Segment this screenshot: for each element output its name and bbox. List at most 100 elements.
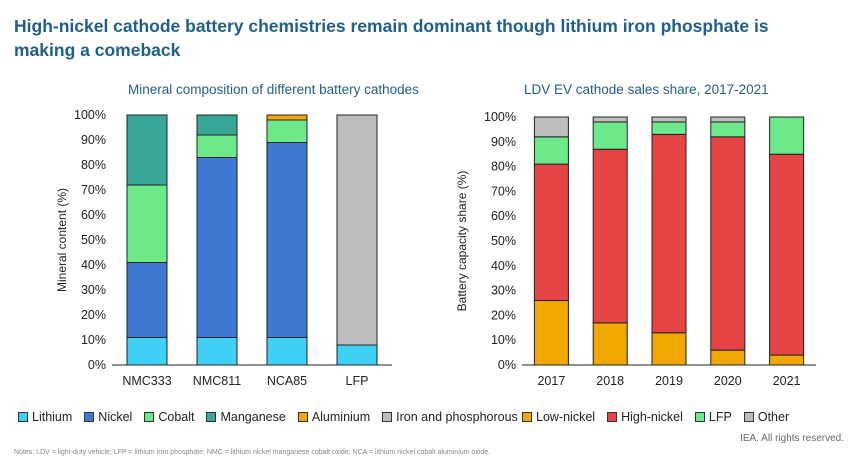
left-ytick-label: 10% xyxy=(81,333,106,347)
right-legend-label: Low-nickel xyxy=(536,410,596,424)
left-legend-item: Nickel xyxy=(84,410,132,424)
footnote-text: Notes: LDV = light-duty vehicle; LFP = l… xyxy=(14,449,491,456)
right-legend-swatch xyxy=(694,412,705,422)
right-bar-high-nickel-2020 xyxy=(710,136,746,351)
right-category-label: 2017 xyxy=(537,374,565,388)
left-legend-swatch xyxy=(206,412,217,422)
left-bar-nickel-nca85 xyxy=(266,142,308,338)
left-bar-lithium-nca85 xyxy=(266,337,308,366)
right-bar-low-nickel-2017 xyxy=(533,300,569,366)
right-bar-other-2019 xyxy=(651,116,687,123)
right-bar-high-nickel-2018 xyxy=(592,148,628,324)
left-ytick-label: 100% xyxy=(74,108,106,122)
left-legend-label: Aluminium xyxy=(311,410,371,424)
left-legend-swatch xyxy=(18,412,28,422)
left-bar-manganese-nmc333 xyxy=(126,114,168,186)
right-legend-label: LFP xyxy=(708,410,732,424)
left-ytick-label: 50% xyxy=(81,233,106,247)
right-legend-swatch xyxy=(522,412,532,422)
left-chart-legend: Lithium Nickel Cobalt Manganese Aluminium Iro… xyxy=(18,410,518,424)
right-ytick-label: 80% xyxy=(491,160,516,174)
left-bar-iron-and-phosphorous-lfp xyxy=(336,114,378,346)
left-category-label: NMC811 xyxy=(193,374,241,388)
left-category-label: LFP xyxy=(346,374,369,388)
right-ytick-label: 10% xyxy=(491,333,516,347)
right-legend-swatch xyxy=(743,412,754,422)
left-bar-lithium-nmc333 xyxy=(126,337,168,366)
right-bar-other-2018 xyxy=(592,116,628,123)
right-legend-item: High-nickel xyxy=(607,410,683,424)
left-legend-item: Iron and phosphorous xyxy=(382,410,518,424)
left-legend-swatch xyxy=(144,412,155,422)
right-legend-label: High-nickel xyxy=(621,410,683,424)
right-ytick-label: 60% xyxy=(491,209,516,223)
left-ytick-label: 80% xyxy=(81,158,106,172)
left-legend-label: Manganese xyxy=(220,410,286,424)
left-legend-swatch xyxy=(382,412,393,422)
left-bar-cobalt-nmc333 xyxy=(126,184,168,263)
right-category-label: 2018 xyxy=(596,374,624,388)
right-y-axis-label: Battery capacity share (%) xyxy=(455,171,469,312)
right-bar-lfp-2020 xyxy=(710,121,746,138)
left-legend-item: Aluminium xyxy=(297,410,371,424)
left-bar-lithium-lfp xyxy=(336,344,378,366)
left-legend-label: Iron and phosphorous xyxy=(396,410,518,424)
right-chart-title: LDV EV cathode sales share, 2017-2021 xyxy=(524,82,769,97)
right-legend-item: Low-nickel xyxy=(522,410,595,424)
right-legend-item: LFP xyxy=(694,410,732,424)
right-bar-other-2017 xyxy=(533,116,569,138)
right-bar-other-2020 xyxy=(710,116,746,123)
credit-text: IEA. All rights reserved. xyxy=(740,433,844,444)
left-ytick-label: 0% xyxy=(88,358,106,372)
right-ytick-label: 0% xyxy=(498,358,516,372)
right-bar-lfp-2021 xyxy=(769,116,805,155)
left-legend-label: Cobalt xyxy=(158,410,195,424)
left-legend-swatch xyxy=(297,412,308,422)
left-legend-swatch xyxy=(84,412,95,422)
right-chart-legend: Low-nickel High-nickel LFP Other xyxy=(522,410,789,424)
left-legend-label: Lithium xyxy=(32,410,73,424)
left-bar-aluminium-nca85 xyxy=(266,114,308,121)
right-legend-swatch xyxy=(607,412,618,422)
right-bar-lfp-2019 xyxy=(651,121,687,135)
right-ytick-label: 30% xyxy=(491,284,516,298)
right-category-label: 2021 xyxy=(773,374,801,388)
left-ytick-label: 60% xyxy=(81,208,106,222)
right-bar-low-nickel-2019 xyxy=(651,332,687,366)
right-bar-low-nickel-2018 xyxy=(592,322,628,366)
right-ytick-label: 50% xyxy=(491,234,516,248)
left-legend-item: Lithium xyxy=(18,410,72,424)
right-ytick-label: 90% xyxy=(491,135,516,149)
left-bar-lithium-nmc811 xyxy=(196,337,238,366)
left-bar-manganese-nmc811 xyxy=(196,114,238,136)
left-category-label: NMC333 xyxy=(122,374,171,388)
right-bar-lfp-2017 xyxy=(533,136,569,165)
right-category-label: 2020 xyxy=(714,374,742,388)
figure-title: High-nickel cathode battery chemistries … xyxy=(14,16,769,60)
left-bar-nickel-nmc333 xyxy=(126,262,168,338)
left-bar-cobalt-nmc811 xyxy=(196,134,238,158)
right-bar-high-nickel-2017 xyxy=(533,163,569,302)
right-ytick-label: 70% xyxy=(491,184,516,198)
left-legend-item: Cobalt xyxy=(144,410,194,424)
right-bar-low-nickel-2021 xyxy=(769,354,805,366)
right-ytick-label: 40% xyxy=(491,259,516,273)
right-bar-high-nickel-2021 xyxy=(769,153,805,356)
right-bar-high-nickel-2019 xyxy=(651,133,687,334)
left-ytick-label: 20% xyxy=(81,308,106,322)
left-ytick-label: 40% xyxy=(81,258,106,272)
left-chart-title: Mineral composition of different battery… xyxy=(128,82,419,97)
left-legend-label: Nickel xyxy=(98,410,133,424)
left-bar-nickel-nmc811 xyxy=(196,157,238,338)
mineral-composition-chart: 0% 10% 20% 30% 40% 50% 60% 70% 80% 90% 100% Mineral… xyxy=(55,108,392,388)
left-ytick-label: 90% xyxy=(81,133,106,147)
right-bar-lfp-2018 xyxy=(592,121,628,150)
left-ytick-label: 30% xyxy=(81,283,106,297)
right-ytick-label: 100% xyxy=(484,110,516,124)
right-category-label: 2019 xyxy=(655,374,683,388)
cathode-sales-share-chart: 0% 10% 20% 30% 40% 50% 60% 70% 80% 90% 100% Battery… xyxy=(455,110,816,388)
right-legend-item: Other xyxy=(743,410,789,424)
right-bar-low-nickel-2020 xyxy=(710,349,746,366)
right-ytick-label: 20% xyxy=(491,308,516,322)
left-legend-item: Manganese xyxy=(206,410,286,424)
